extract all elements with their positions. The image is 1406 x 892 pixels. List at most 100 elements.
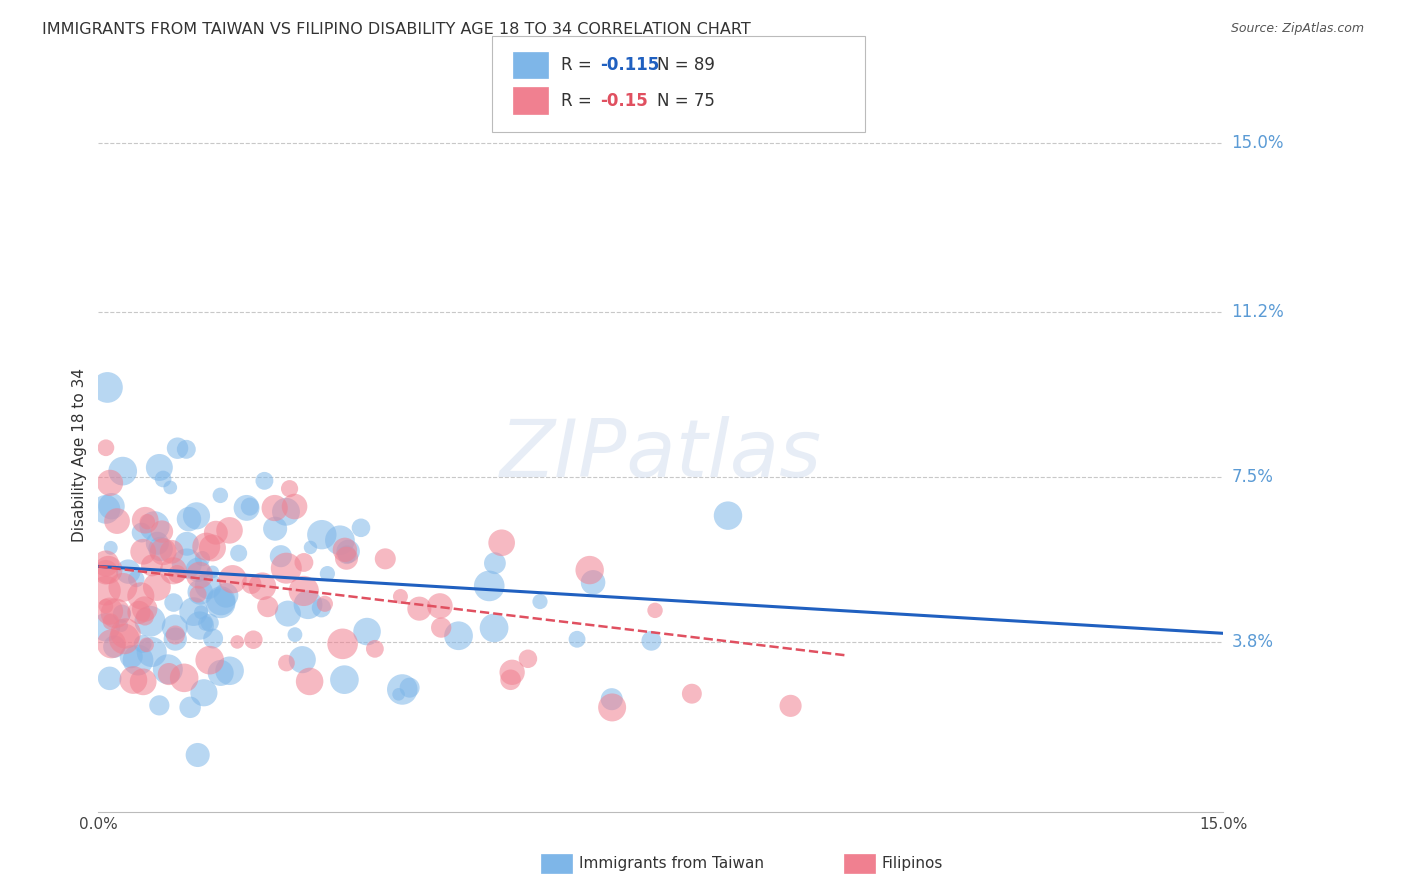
Point: [150, 524, 173, 539]
Point: [430, 621, 453, 635]
Point: [209, 488, 232, 502]
Point: [284, 627, 307, 641]
Point: [128, 606, 150, 620]
Point: [176, 442, 198, 457]
Point: [165, 628, 187, 642]
Point: [316, 566, 339, 581]
Point: [125, 572, 148, 586]
Point: [129, 589, 152, 603]
Point: [239, 500, 262, 514]
Point: [335, 551, 357, 566]
Point: [209, 596, 232, 610]
Point: [127, 653, 149, 667]
Point: [314, 597, 336, 611]
Point: [198, 615, 221, 630]
Point: [162, 596, 184, 610]
Point: [582, 575, 605, 590]
Point: [408, 601, 430, 615]
Point: [134, 609, 156, 624]
Point: [122, 673, 145, 687]
Point: [311, 600, 333, 615]
Point: [332, 637, 354, 651]
Point: [333, 542, 356, 557]
Point: [187, 563, 209, 577]
Point: [188, 618, 211, 632]
Point: [190, 605, 212, 619]
Point: [277, 607, 299, 621]
Point: [100, 500, 122, 514]
Point: [221, 572, 243, 586]
Point: [186, 508, 208, 523]
Point: [103, 640, 125, 654]
Point: [329, 533, 352, 548]
Point: [276, 656, 298, 670]
Point: [640, 633, 662, 648]
Point: [117, 565, 139, 579]
Point: [104, 607, 127, 621]
Point: [226, 635, 249, 649]
Point: [195, 540, 218, 554]
Point: [336, 548, 359, 562]
Point: [96, 380, 118, 394]
Point: [209, 594, 232, 608]
Point: [98, 604, 121, 618]
Point: [298, 674, 321, 689]
Point: [484, 556, 506, 570]
Point: [120, 649, 142, 664]
Point: [529, 594, 551, 608]
Text: ZIPatlas: ZIPatlas: [499, 416, 823, 494]
Text: IMMIGRANTS FROM TAIWAN VS FILIPINO DISABILITY AGE 18 TO 34 CORRELATION CHART: IMMIGRANTS FROM TAIWAN VS FILIPINO DISAB…: [42, 22, 751, 37]
Point: [146, 580, 169, 594]
Point: [111, 607, 134, 621]
Point: [94, 583, 117, 598]
Point: [205, 525, 228, 540]
Point: [191, 551, 214, 566]
Point: [297, 598, 319, 612]
Text: R =: R =: [561, 56, 598, 74]
Point: [202, 632, 225, 646]
Point: [148, 460, 170, 475]
Point: [278, 482, 301, 496]
Point: [94, 557, 117, 571]
Point: [141, 645, 163, 659]
Point: [218, 664, 240, 678]
Text: R =: R =: [561, 92, 598, 110]
Point: [240, 577, 263, 591]
Point: [100, 615, 122, 629]
Point: [111, 580, 134, 594]
Point: [565, 632, 588, 647]
Point: [156, 662, 179, 676]
Point: [143, 519, 166, 533]
Point: [516, 652, 538, 666]
Point: [578, 563, 600, 577]
Point: [193, 686, 215, 700]
Point: [197, 579, 219, 593]
Point: [132, 545, 155, 559]
Text: Immigrants from Taiwan: Immigrants from Taiwan: [579, 856, 765, 871]
Point: [149, 541, 172, 556]
Point: [311, 527, 333, 541]
Point: [292, 556, 315, 570]
Point: [242, 632, 264, 647]
Point: [112, 632, 135, 646]
Point: [105, 514, 128, 528]
Point: [160, 545, 183, 559]
Point: [173, 671, 195, 685]
Point: [176, 537, 198, 551]
Point: [134, 602, 156, 616]
Point: [501, 665, 523, 680]
Point: [356, 624, 378, 639]
Point: [491, 535, 513, 549]
Point: [94, 566, 117, 580]
Point: [98, 475, 121, 490]
Point: [131, 525, 153, 540]
Point: [166, 567, 188, 582]
Point: [264, 522, 287, 536]
Point: [447, 629, 470, 643]
Point: [165, 632, 187, 646]
Point: [141, 558, 163, 573]
Text: N = 75: N = 75: [657, 92, 714, 110]
Point: [717, 508, 740, 523]
Point: [600, 700, 623, 714]
Point: [499, 673, 522, 687]
